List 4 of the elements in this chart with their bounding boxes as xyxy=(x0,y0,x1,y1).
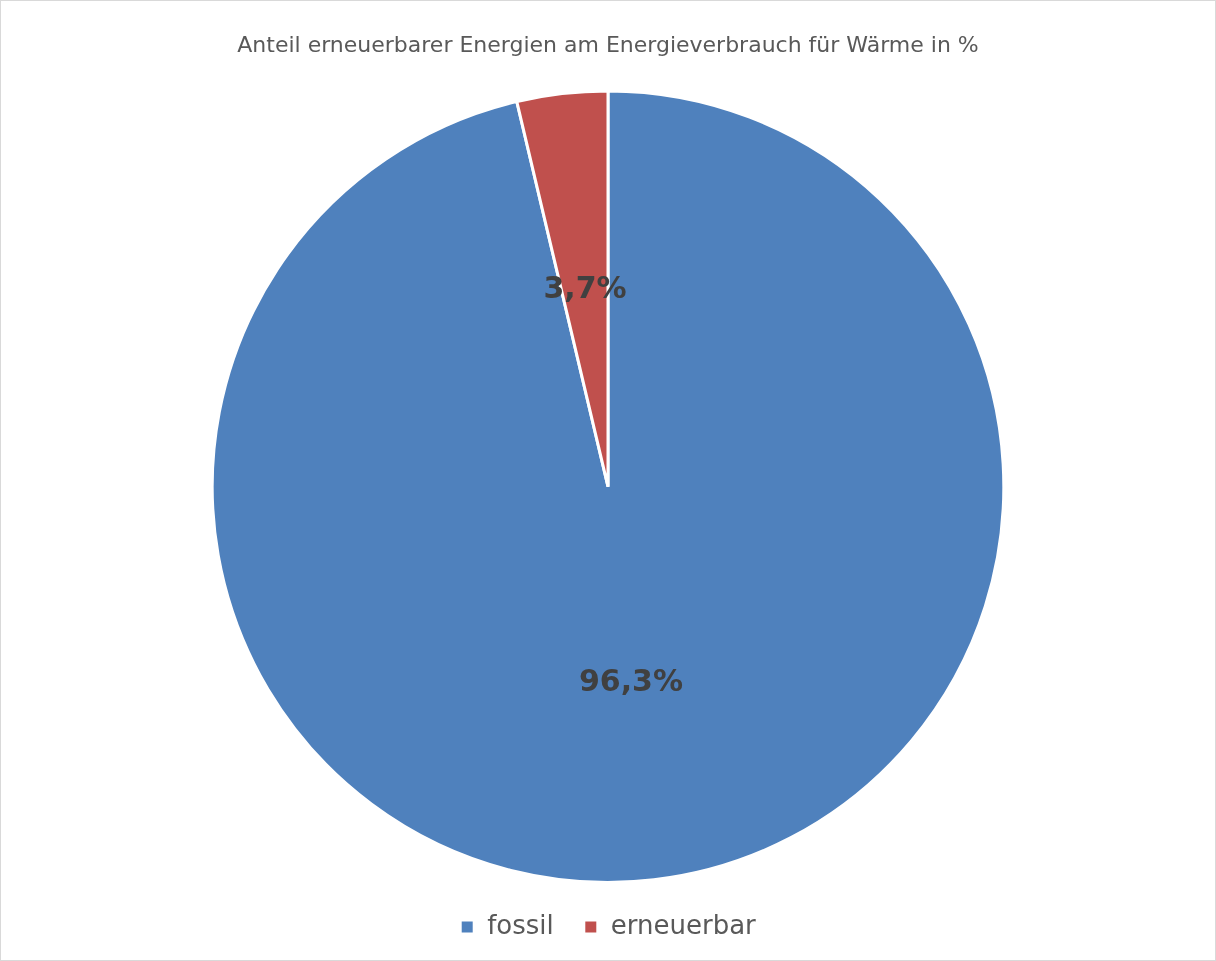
legend-label: erneuerbar xyxy=(610,909,757,940)
chart-title: Anteil erneuerbarer Energien am Energieverbrauch für Wärme in % xyxy=(237,31,979,57)
legend-label: fossil xyxy=(487,909,554,940)
data-label: 96,3% xyxy=(578,663,683,699)
